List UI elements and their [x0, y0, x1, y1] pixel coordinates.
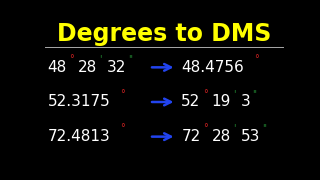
Text: 28: 28 [78, 60, 97, 75]
Text: °: ° [69, 54, 74, 64]
Text: 3: 3 [241, 94, 250, 109]
Text: '': '' [129, 54, 133, 64]
Text: ': ' [233, 123, 236, 133]
Text: 48: 48 [47, 60, 67, 75]
Text: °: ° [254, 54, 259, 64]
Text: 52.3175: 52.3175 [47, 94, 110, 109]
Text: Degrees to DMS: Degrees to DMS [57, 22, 271, 46]
Text: 52: 52 [181, 94, 201, 109]
Text: '': '' [252, 89, 257, 99]
Text: 72: 72 [181, 129, 201, 144]
Text: '': '' [262, 123, 268, 133]
Text: 48.4756: 48.4756 [181, 60, 244, 75]
Text: °: ° [203, 89, 208, 99]
Text: 53: 53 [241, 129, 260, 144]
Text: °: ° [203, 123, 208, 133]
Text: 19: 19 [212, 94, 231, 109]
Text: ': ' [233, 89, 236, 99]
Text: 72.4813: 72.4813 [47, 129, 110, 144]
Text: 28: 28 [212, 129, 231, 144]
Text: 32: 32 [107, 60, 126, 75]
Text: ': ' [100, 54, 102, 64]
Text: °: ° [120, 123, 125, 133]
Text: °: ° [120, 89, 125, 99]
